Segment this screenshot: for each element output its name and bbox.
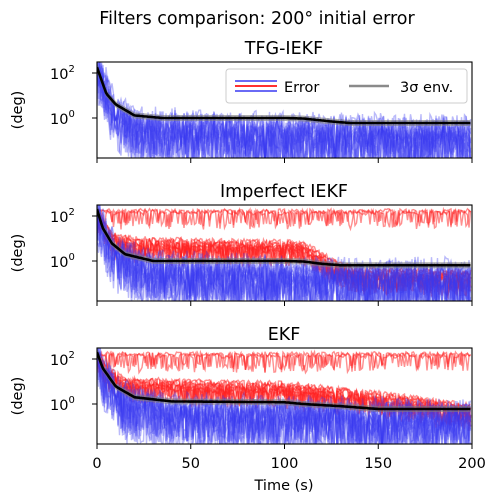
error-trajectory-blue [97, 357, 472, 444]
x-tick-label: 100 [271, 456, 299, 472]
error-trajectory-blue [97, 218, 472, 301]
envelope-echo [97, 354, 471, 412]
x-ticks [96, 301, 473, 306]
error-trajectory-red [97, 208, 472, 288]
legend-error-label: Error [284, 80, 319, 96]
envelope-line [97, 66, 471, 125]
subplot-title: TFG-IEKF [244, 39, 323, 59]
error-trajectory-red [97, 349, 471, 373]
error-trajectory-blue [97, 63, 472, 158]
error-trajectory-blue [97, 214, 472, 301]
x-axis-label: Time (s) [254, 478, 314, 494]
series-group [97, 205, 472, 301]
error-trajectory-blue [97, 348, 472, 444]
envelope-line [97, 208, 471, 267]
envelope-echo [97, 206, 471, 264]
error-trajectory-blue [97, 205, 471, 301]
x-tick-label: 150 [364, 456, 392, 472]
subplot-title: EKF [268, 325, 301, 345]
error-trajectory-blue [97, 207, 472, 301]
legend-box [225, 68, 468, 104]
subplot-ekf: EKF 102 100 (deg) 0 50 100 150 200 [10, 325, 486, 472]
y-tick-label: 100 [50, 252, 75, 271]
y-axis-label: (deg) [10, 91, 26, 130]
y-tick-label: 100 [50, 395, 75, 414]
error-trajectory-blue [97, 208, 472, 301]
envelope-echo [97, 349, 471, 408]
error-trajectory-red [97, 206, 472, 229]
x-ticks: 0 50 100 150 200 [92, 444, 486, 472]
y-tick-label: 102 [50, 350, 75, 369]
error-trajectory-blue [98, 62, 472, 158]
error-trajectory-blue [97, 357, 472, 444]
y-axis-label: (deg) [10, 377, 26, 416]
series-group [97, 348, 472, 444]
y-tick-label: 102 [50, 64, 75, 83]
error-trajectory-blue [97, 348, 472, 444]
y-tick-label: 100 [50, 109, 75, 128]
error-trajectory-red [97, 350, 471, 421]
envelope-line [97, 351, 471, 411]
error-trajectory-blue [97, 62, 472, 158]
x-tick-label: 200 [458, 456, 486, 472]
error-trajectory-blue [97, 351, 472, 444]
envelope-echo [97, 69, 471, 126]
error-trajectory-blue [97, 62, 472, 158]
subplot-tfg-iekf: TFG-IEKF 102 100 (deg) Error 3σ env. [10, 39, 473, 163]
x-tick-label: 50 [182, 456, 200, 472]
envelope-echo [97, 64, 471, 122]
error-trajectory-blue [97, 353, 472, 444]
x-tick-label: 0 [92, 456, 101, 472]
subplot-title: Imperfect IEKF [220, 182, 348, 202]
error-trajectory-blue [97, 65, 471, 158]
legend-env-label: 3σ env. [400, 80, 453, 96]
legend: Error 3σ env. [225, 68, 468, 104]
error-trajectory-blue [97, 205, 472, 301]
error-trajectory-blue [97, 67, 472, 158]
error-trajectory-blue [97, 71, 472, 158]
error-trajectory-blue [97, 205, 472, 301]
y-axis-label: (deg) [10, 234, 26, 273]
error-trajectory-blue [97, 221, 472, 301]
error-trajectory-blue [97, 360, 471, 444]
error-trajectory-blue [98, 62, 472, 158]
error-trajectory-blue [97, 62, 471, 158]
x-ticks [96, 158, 473, 163]
error-trajectory-blue [97, 62, 472, 158]
subplot-imperfect-iekf: Imperfect IEKF 102 100 (deg) [10, 182, 473, 306]
y-tick-label: 102 [50, 207, 75, 226]
figure-title: Filters comparison: 200° initial error [99, 9, 415, 29]
error-trajectory-blue [97, 224, 471, 301]
series-group [97, 62, 472, 158]
error-trajectory-red [97, 351, 472, 375]
error-trajectory-blue [97, 68, 471, 158]
error-trajectory-blue [97, 211, 471, 301]
error-trajectory-blue [97, 67, 472, 158]
error-trajectory-blue [97, 350, 472, 444]
error-trajectory-blue [97, 212, 472, 301]
envelope-echo [97, 211, 471, 269]
